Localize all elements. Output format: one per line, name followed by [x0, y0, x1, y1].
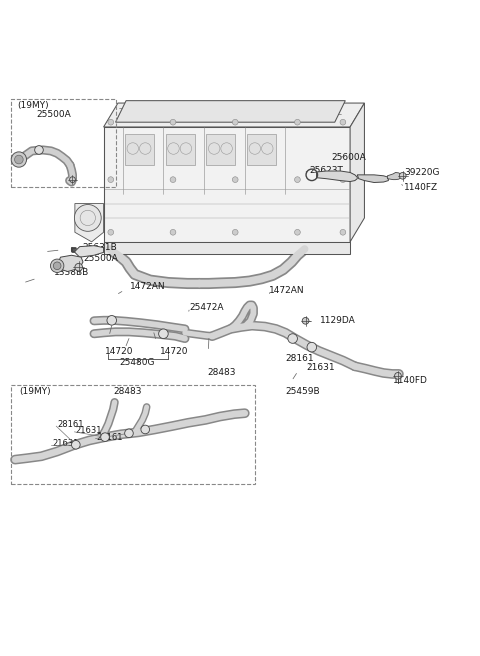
Text: 28161: 28161 — [57, 420, 84, 429]
Text: 1140FZ: 1140FZ — [404, 183, 438, 192]
Circle shape — [125, 429, 133, 438]
Polygon shape — [57, 255, 83, 272]
Circle shape — [101, 433, 109, 441]
Text: 25623T: 25623T — [310, 165, 343, 174]
Text: 25472A: 25472A — [190, 303, 224, 312]
Text: 14720: 14720 — [159, 348, 188, 356]
Circle shape — [158, 329, 168, 338]
Polygon shape — [75, 203, 104, 242]
Circle shape — [14, 155, 23, 164]
Circle shape — [74, 205, 101, 232]
Text: 1472AN: 1472AN — [269, 286, 304, 295]
Text: 1140FD: 1140FD — [393, 376, 428, 385]
Polygon shape — [104, 242, 350, 254]
Circle shape — [302, 318, 309, 324]
Text: 25500A: 25500A — [83, 254, 118, 263]
Circle shape — [307, 342, 317, 352]
Circle shape — [11, 152, 26, 167]
Circle shape — [295, 119, 300, 125]
Circle shape — [170, 119, 176, 125]
Text: 39220G: 39220G — [404, 169, 440, 177]
Circle shape — [70, 176, 75, 182]
Polygon shape — [104, 103, 364, 127]
Polygon shape — [75, 246, 104, 257]
Polygon shape — [357, 175, 388, 182]
Circle shape — [75, 264, 83, 271]
Text: 25500A: 25500A — [36, 110, 72, 119]
Circle shape — [141, 425, 150, 434]
Polygon shape — [104, 127, 350, 242]
Circle shape — [50, 259, 64, 272]
Circle shape — [170, 230, 176, 235]
Circle shape — [340, 230, 346, 235]
Circle shape — [108, 230, 114, 235]
Circle shape — [288, 334, 298, 343]
Polygon shape — [387, 173, 401, 180]
Bar — [206, 134, 235, 165]
Circle shape — [340, 119, 346, 125]
Text: (19MY): (19MY) — [19, 386, 50, 396]
Polygon shape — [116, 100, 345, 122]
Text: 1129DA: 1129DA — [321, 316, 356, 325]
Text: 21631: 21631 — [306, 363, 335, 372]
Text: 1472AN: 1472AN — [130, 282, 166, 291]
Circle shape — [108, 176, 114, 182]
Circle shape — [72, 440, 80, 449]
Bar — [125, 134, 154, 165]
Text: 28483: 28483 — [113, 386, 142, 396]
Polygon shape — [350, 103, 364, 242]
Circle shape — [232, 176, 238, 182]
Circle shape — [340, 176, 346, 182]
Circle shape — [232, 230, 238, 235]
Circle shape — [232, 119, 238, 125]
Text: 28483: 28483 — [207, 367, 236, 377]
Text: 21631: 21631 — [75, 426, 102, 435]
Circle shape — [53, 262, 61, 270]
Text: 28161: 28161 — [285, 354, 313, 363]
Circle shape — [295, 230, 300, 235]
Bar — [11, 386, 255, 483]
Circle shape — [399, 173, 406, 179]
Text: (19MY): (19MY) — [17, 101, 49, 110]
Bar — [166, 134, 194, 165]
Circle shape — [295, 176, 300, 182]
Text: 28161: 28161 — [96, 432, 123, 441]
Text: 14720: 14720 — [105, 348, 133, 356]
Circle shape — [170, 176, 176, 182]
Circle shape — [35, 146, 43, 154]
Text: 25459B: 25459B — [285, 386, 320, 396]
Text: 25631B: 25631B — [82, 243, 117, 252]
Circle shape — [107, 316, 117, 325]
Circle shape — [395, 373, 401, 379]
Bar — [11, 99, 116, 187]
Text: 1338BB: 1338BB — [54, 268, 90, 277]
Text: 21631: 21631 — [52, 440, 79, 448]
Bar — [247, 134, 276, 165]
Polygon shape — [317, 171, 357, 182]
Text: 25600A: 25600A — [331, 153, 366, 162]
Circle shape — [108, 119, 114, 125]
Text: 25480G: 25480G — [120, 358, 155, 367]
